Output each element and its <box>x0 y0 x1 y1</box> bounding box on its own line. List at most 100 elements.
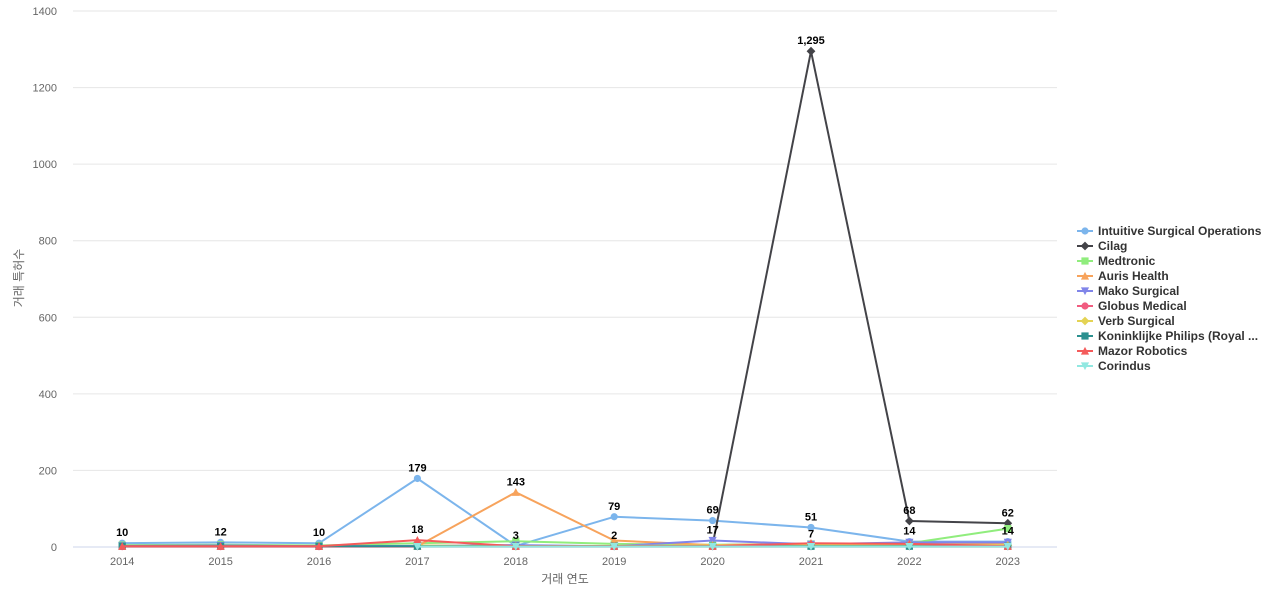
legend-label: Corindus <box>1098 359 1151 373</box>
data-point <box>709 516 717 525</box>
legend-item-koninklijke-philips-royal: Koninklijke Philips (Royal ... <box>1077 329 1258 343</box>
y-tick-label: 400 <box>39 389 57 401</box>
data-label: 179 <box>408 462 426 474</box>
x-tick-label: 2020 <box>700 556 724 568</box>
data-point <box>1004 525 1012 533</box>
data-point <box>610 543 619 551</box>
legend-marker <box>1081 227 1089 235</box>
data-point <box>807 523 815 532</box>
data-label: 7 <box>808 528 814 540</box>
data-point <box>216 542 225 550</box>
data-point <box>610 536 619 545</box>
y-tick-label: 1400 <box>33 6 57 18</box>
data-point <box>314 542 324 550</box>
legend-marker <box>1080 346 1090 355</box>
data-label: 62 <box>1002 507 1014 519</box>
x-tick-label: 2021 <box>799 556 823 568</box>
legend-item-globus-medical: Globus Medical <box>1077 299 1187 313</box>
series-line <box>122 477 1008 547</box>
data-label: 1,295 <box>797 35 825 47</box>
legend-marker <box>1080 241 1090 251</box>
y-tick-label: 600 <box>39 312 57 324</box>
y-tick-label: 0 <box>51 542 57 554</box>
x-tick-label: 2018 <box>504 556 528 568</box>
legend-marker <box>1080 316 1090 326</box>
legend-label: Koninklijke Philips (Royal ... <box>1098 329 1258 343</box>
legend-label: Mako Surgical <box>1098 284 1179 298</box>
x-tick-label: 2016 <box>307 556 331 568</box>
x-tick-label: 2019 <box>602 556 626 568</box>
legend: Intuitive Surgical OperationsCilagMedtro… <box>1077 224 1262 373</box>
data-point <box>806 543 816 551</box>
legend-label: Medtronic <box>1098 254 1156 268</box>
data-point <box>118 542 127 550</box>
legend-marker <box>1081 332 1089 340</box>
data-label: 14 <box>903 526 916 538</box>
legend-marker <box>1081 257 1089 265</box>
data-point <box>1003 543 1012 551</box>
data-point <box>511 543 520 551</box>
legend-marker <box>1080 362 1090 371</box>
data-label: 2 <box>611 530 617 542</box>
data-label: 143 <box>507 476 525 488</box>
data-point <box>610 513 618 521</box>
legend-item-mazor-robotics: Mazor Robotics <box>1077 344 1188 358</box>
y-tick-label: 800 <box>39 236 57 248</box>
x-axis-title: 거래 연도 <box>541 572 589 586</box>
data-label: 14 <box>1002 526 1015 538</box>
legend-item-corindus: Corindus <box>1077 359 1151 373</box>
data-label: 17 <box>706 524 718 536</box>
legend-label: Verb Surgical <box>1098 314 1175 328</box>
data-point <box>806 46 816 56</box>
data-point <box>413 543 422 551</box>
grid-lines <box>73 10 1057 548</box>
y-tick-label: 200 <box>39 465 57 477</box>
axes: 거래 특허수 거래 연도 0 200 400 600 800 1000 1200 1400 20… <box>12 6 1020 586</box>
data-label: 51 <box>805 511 817 523</box>
series-lines <box>118 46 1013 551</box>
x-tick-label: 2023 <box>996 556 1020 568</box>
legend-marker <box>1080 287 1090 296</box>
series-cilag <box>708 46 1013 550</box>
legend-label: Mazor Robotics <box>1098 344 1188 358</box>
x-tick-label: 2014 <box>110 556 134 568</box>
data-point <box>511 488 520 496</box>
legend-item-verb-surgical: Verb Surgical <box>1077 314 1175 328</box>
series-intuitive-surgical-operations <box>118 474 1012 550</box>
data-point <box>708 543 717 551</box>
legend-label: Cilag <box>1098 239 1127 253</box>
legend-item-medtronic: Medtronic <box>1077 254 1156 268</box>
x-tick-label: 2017 <box>405 556 429 568</box>
data-label: 12 <box>214 526 226 538</box>
data-label: 10 <box>313 527 325 539</box>
legend-label: Auris Health <box>1098 269 1169 283</box>
legend-marker <box>1081 302 1089 310</box>
data-label: 68 <box>903 505 915 517</box>
data-point <box>512 537 520 545</box>
series-line <box>711 50 1008 545</box>
series-corindus <box>413 543 1012 551</box>
data-label: 18 <box>411 524 423 536</box>
data-point <box>708 536 717 545</box>
legend-label: Intuitive Surgical Operations <box>1098 224 1262 238</box>
legend-item-auris-health: Auris Health <box>1077 269 1169 283</box>
data-label: 3 <box>513 530 519 542</box>
legend-label: Globus Medical <box>1098 299 1187 313</box>
legend-marker <box>1080 271 1090 280</box>
data-point <box>413 536 422 544</box>
y-axis-title: 거래 특허수 <box>12 249 26 308</box>
data-point <box>413 474 421 483</box>
data-label: 79 <box>608 501 620 513</box>
data-labels: 10 12 10 179 3 79 69 51 14 14 1,295 68 62 143 2 17 7 18 <box>116 35 1015 542</box>
legend-item-intuitive-surgical-operations: Intuitive Surgical Operations <box>1077 224 1262 238</box>
data-point <box>905 543 914 551</box>
legend-item-cilag: Cilag <box>1077 239 1127 253</box>
y-tick-label: 1000 <box>33 159 57 171</box>
x-tick-label: 2022 <box>897 556 921 568</box>
y-tick-label: 1200 <box>33 83 57 95</box>
data-label: 10 <box>116 527 128 539</box>
data-point <box>905 516 914 526</box>
x-tick-label: 2015 <box>208 556 232 568</box>
